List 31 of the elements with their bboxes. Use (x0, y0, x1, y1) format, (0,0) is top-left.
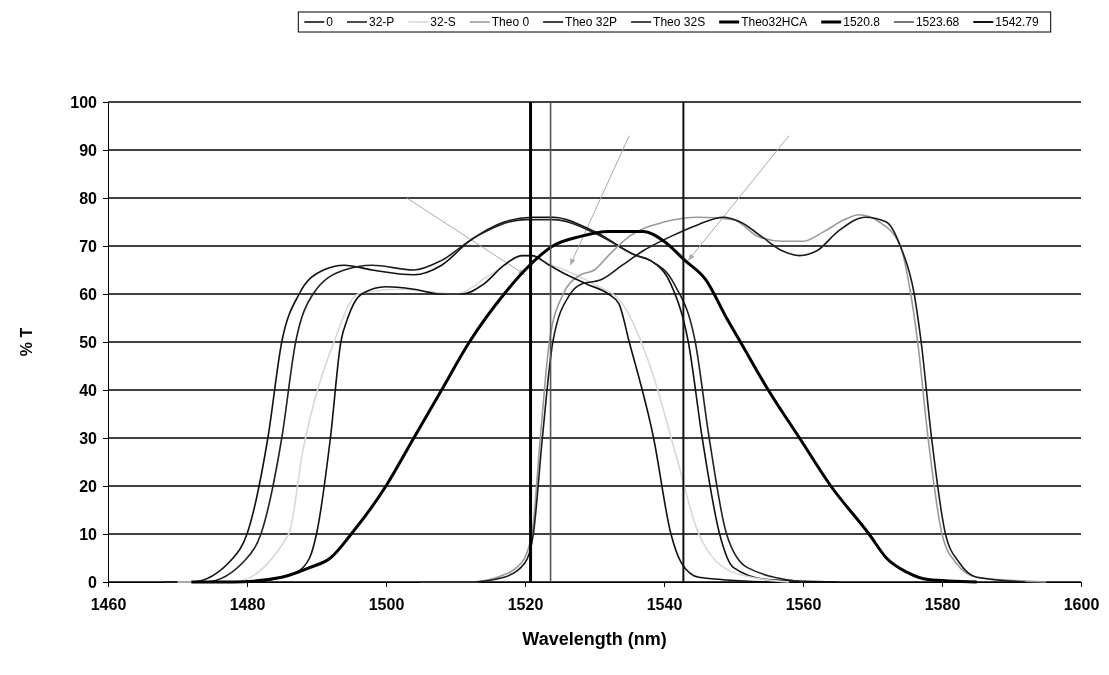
legend-label: Theo 32S (653, 15, 706, 29)
y-axis-title: % T (18, 327, 35, 357)
x-tick-label: 1500 (368, 596, 405, 614)
legend-label: 1520.8 (843, 15, 881, 29)
x-axis-title: Wavelength (nm) (522, 629, 667, 649)
legend-label: Theo32HCA (741, 15, 808, 29)
legend-label: 32-S (430, 15, 456, 29)
legend-label: 32-P (368, 15, 395, 29)
legend-label: Theo 32P (565, 15, 618, 29)
legend-label: 1542.79 (995, 15, 1040, 29)
y-tick-label: 0 (88, 573, 98, 591)
y-tick-label: 50 (79, 333, 98, 351)
y-tick-label: 70 (79, 237, 98, 255)
y-tick-label: 10 (79, 525, 98, 543)
x-tick-label: 1560 (785, 596, 822, 614)
y-tick-label: 100 (70, 93, 98, 111)
legend-label: 0 (326, 15, 334, 29)
x-tick-label: 1520 (507, 596, 544, 614)
x-tick-label: 1540 (646, 596, 683, 614)
y-tick-label: 80 (79, 189, 98, 207)
legend-label: Theo 0 (491, 15, 530, 29)
x-tick-label: 1600 (1063, 596, 1100, 614)
x-tick-label: 1580 (924, 596, 961, 614)
y-tick-label: 40 (79, 381, 98, 399)
y-tick-label: 90 (79, 141, 98, 159)
x-tick-label: 1460 (90, 596, 127, 614)
y-tick-label: 20 (79, 477, 98, 495)
x-tick-label: 1480 (229, 596, 266, 614)
y-tick-label: 60 (79, 285, 98, 303)
y-tick-label: 30 (79, 429, 98, 447)
legend-label: 1523.68 (915, 15, 960, 29)
